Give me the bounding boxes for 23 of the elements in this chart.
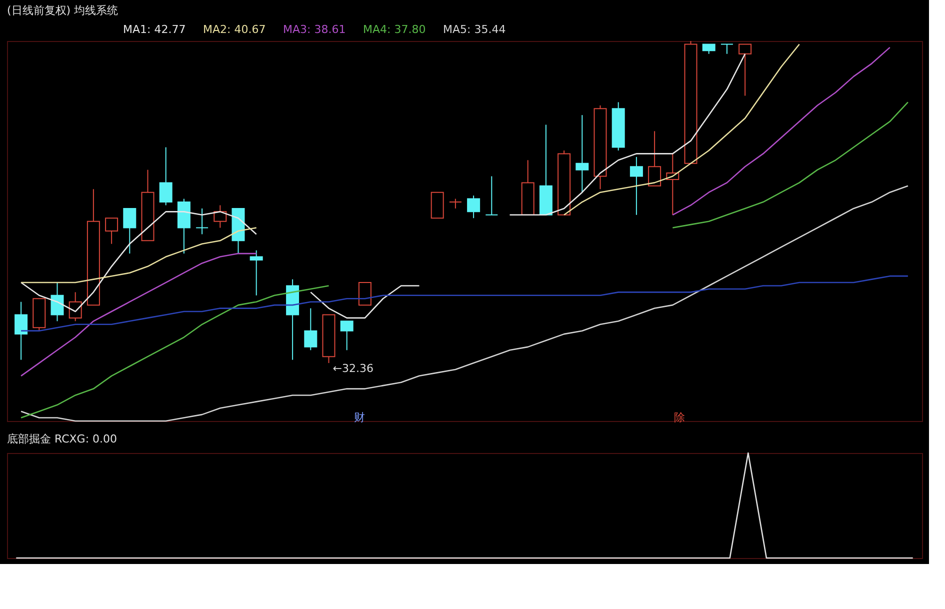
- candlestick: [304, 308, 318, 351]
- candlestick: [485, 176, 498, 216]
- candlestick: [14, 301, 28, 360]
- candlestick: [702, 44, 716, 54]
- candlestick: [467, 195, 480, 219]
- text: MA5: 35.44: [443, 23, 506, 36]
- text: MA3: 38.61: [283, 23, 346, 36]
- chart-title: (日线前复权) 均线系统: [7, 4, 118, 17]
- candlestick: [720, 44, 734, 54]
- annotation: ←32.36: [332, 362, 374, 376]
- text: MA2: 40.67: [203, 23, 266, 36]
- chart-title: 底部掘金 RCXG: 0.00: [7, 432, 118, 446]
- candlestick: [648, 130, 662, 186]
- text: 财: [354, 411, 365, 424]
- candlestick: [340, 320, 354, 351]
- candlestick: [738, 44, 752, 96]
- candlestick: [630, 156, 643, 216]
- text: MA4: 37.80: [363, 23, 426, 36]
- candlestick: [159, 146, 172, 206]
- candlestick: [576, 114, 589, 193]
- text: MA1: 42.77: [123, 23, 186, 36]
- candlestick: [448, 198, 462, 209]
- text: 除: [674, 411, 686, 424]
